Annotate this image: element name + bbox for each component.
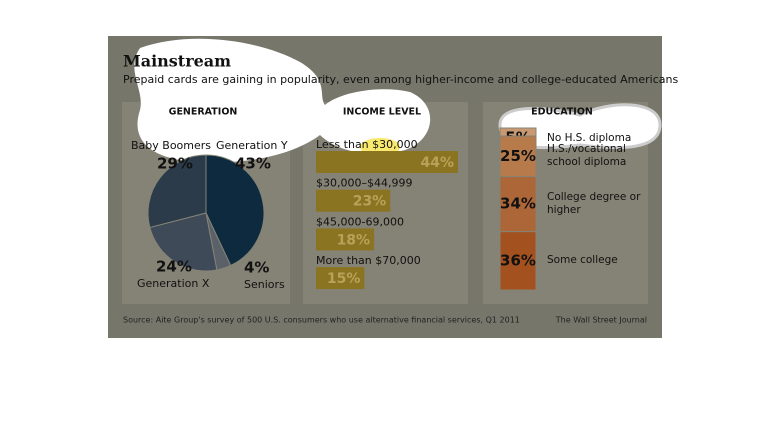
bar-label: $45,000-69,000 bbox=[316, 215, 404, 228]
chart-title: INCOME LEVEL bbox=[343, 107, 421, 118]
source: Source: Aite Group's survey of 500 U.S. … bbox=[123, 316, 520, 325]
pie-label: Baby Boomers bbox=[131, 139, 211, 152]
bar-value: 44% bbox=[420, 155, 454, 171]
bar-value: 18% bbox=[337, 232, 371, 248]
chart-title: GENERATION bbox=[169, 107, 238, 118]
bar-value: 23% bbox=[353, 194, 387, 210]
pie-value: 29% bbox=[157, 155, 193, 173]
stack-value: 25% bbox=[500, 147, 536, 165]
bar-label: Less than $30,000 bbox=[316, 138, 418, 151]
pie-value: 4% bbox=[244, 259, 269, 277]
stack-label: No H.S. diploma bbox=[547, 131, 632, 144]
credit: The Wall Street Journal bbox=[555, 316, 647, 325]
bar-value: 15% bbox=[327, 271, 361, 287]
pie-slice bbox=[205, 154, 265, 267]
pie-label: Generation Y bbox=[216, 139, 288, 152]
stack-segment bbox=[499, 231, 537, 291]
highlight bbox=[498, 103, 662, 150]
highlight bbox=[134, 38, 431, 163]
bar-label: $30,000–$44,999 bbox=[316, 177, 412, 190]
pie-label: Generation X bbox=[137, 277, 210, 290]
pie-value: 43% bbox=[235, 155, 271, 173]
pie-slice bbox=[147, 154, 207, 229]
stack-label: H.S./vocational school diploma bbox=[547, 143, 627, 169]
stack-value: 34% bbox=[500, 195, 536, 213]
bar bbox=[316, 151, 458, 173]
stack-segment bbox=[499, 135, 537, 178]
bar bbox=[316, 189, 391, 212]
pie-label: Seniors bbox=[244, 278, 285, 291]
pie-value: 24% bbox=[156, 258, 192, 276]
bar bbox=[316, 267, 365, 290]
stack-value: 36% bbox=[500, 251, 536, 269]
stack-label: College degree or higher bbox=[547, 191, 641, 217]
bar bbox=[316, 228, 375, 251]
stack-label: Some college bbox=[547, 254, 618, 267]
pie-slice bbox=[149, 212, 218, 272]
stack-segment bbox=[499, 176, 537, 233]
bar-label: More than $70,000 bbox=[316, 254, 421, 267]
title: Mainstream bbox=[123, 52, 231, 71]
subtitle: Prepaid cards are gaining in popularity,… bbox=[123, 73, 678, 86]
chart-title: EDUCATION bbox=[531, 107, 593, 118]
